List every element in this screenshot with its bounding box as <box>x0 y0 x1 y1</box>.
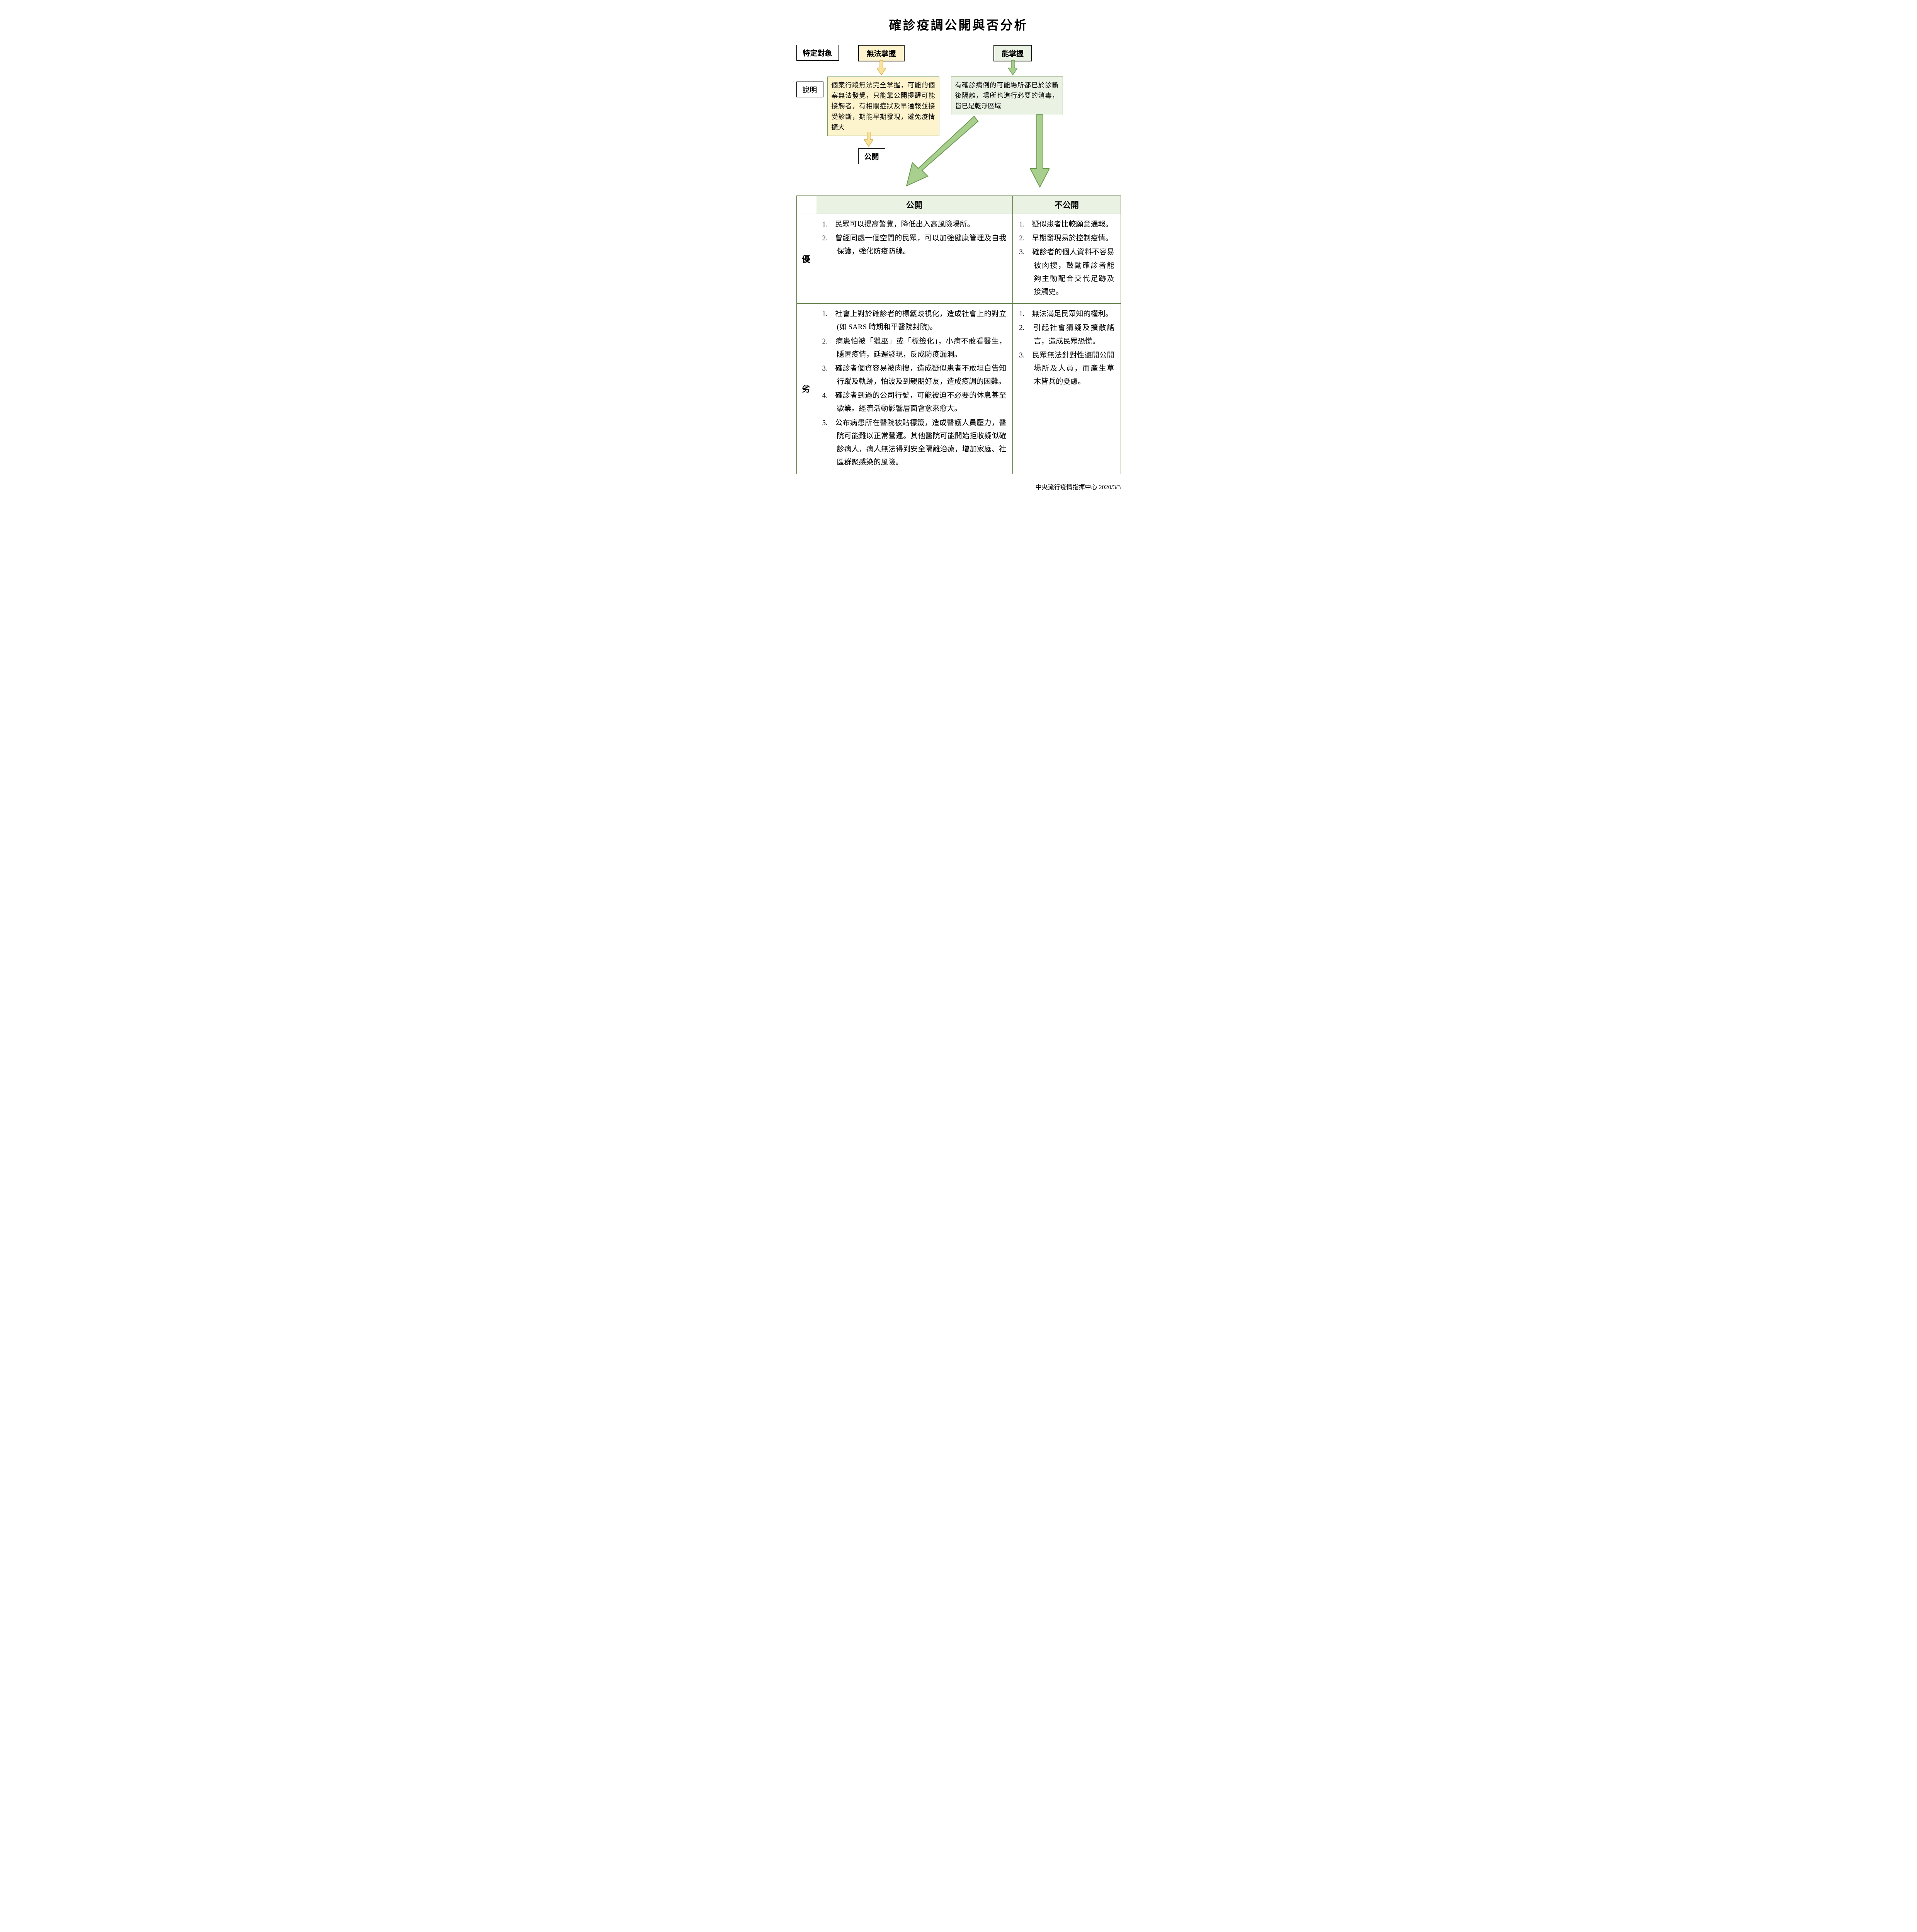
table-corner <box>796 196 816 214</box>
dis-public-cell: 社會上對於確診者的標籤歧視化，造成社會上的對立(如 SARS 時期和平醫院封院)… <box>816 304 1013 474</box>
list-item: 引起社會猜疑及擴散謠言，造成民眾恐慌。 <box>1019 321 1114 348</box>
header-nonpublic: 不公開 <box>1013 196 1121 214</box>
specific-target-box: 特定對象 <box>796 45 839 61</box>
down-big-arrow-icon <box>1030 114 1050 188</box>
adv-public-cell: 民眾可以提高警覺，降低出入高風險場所。曾經同處一個空間的民眾，可以加強健康管理及… <box>816 214 1013 304</box>
list-item: 早期發現易於控制疫情。 <box>1019 232 1114 245</box>
public-label-box: 公開 <box>858 148 885 164</box>
table-row: 優 民眾可以提高警覺，降低出入高風險場所。曾經同處一個空間的民眾，可以加強健康管… <box>796 214 1121 304</box>
list-item: 確診者個資容易被肉搜，造成疑似患者不敢坦白告知行蹤及軌跡，怕波及到親朋好友，造成… <box>822 362 1007 388</box>
row-dis-header: 劣 <box>796 304 816 474</box>
explain-label-box: 說明 <box>796 82 823 97</box>
down-arrow-icon <box>1008 60 1017 76</box>
down-arrow-icon <box>864 132 873 147</box>
list-item: 曾經同處一個空間的民眾，可以加強健康管理及自我保護，強化防疫防線。 <box>822 232 1007 258</box>
list-item: 確診者的個人資料不容易被肉搜，鼓勵確診者能夠主動配合交代足跡及接觸史。 <box>1019 246 1114 299</box>
list-item: 確診者到過的公司行號，可能被迫不必要的休息甚至歇業。經濟活動影響層面會愈來愈大。 <box>822 389 1007 415</box>
list-item: 病患怕被「獵巫」或「標籤化」，小病不敢看醫生，隱匿疫情，延遲發現，反成防疫漏洞。 <box>822 335 1007 361</box>
can-explain-box: 有確診病例的可能場所都已於診斷後隔離，場所也進行必要的消毒，皆已是乾淨區域 <box>951 77 1063 115</box>
analysis-table: 公開 不公開 優 民眾可以提高警覺，降低出入高風險場所。曾經同處一個空間的民眾，… <box>796 196 1121 474</box>
header-public: 公開 <box>816 196 1013 214</box>
list-item: 公布病患所在醫院被貼標籤，造成醫護人員壓力，醫院可能難以正常營運。其他醫院可能開… <box>822 417 1007 469</box>
list-item: 民眾無法針對性避開公開場所及人員，而產生草木皆兵的憂慮。 <box>1019 349 1114 389</box>
cannot-control-box: 無法掌握 <box>858 45 905 61</box>
adv-nonpublic-cell: 疑似患者比較願意通報。早期發現易於控制疫情。確診者的個人資料不容易被肉搜，鼓勵確… <box>1013 214 1121 304</box>
list-item: 社會上對於確診者的標籤歧視化，造成社會上的對立(如 SARS 時期和平醫院封院)… <box>822 308 1007 334</box>
table-row: 劣 社會上對於確診者的標籤歧視化，造成社會上的對立(如 SARS 時期和平醫院封… <box>796 304 1121 474</box>
list-item: 無法滿足民眾知的權利。 <box>1019 308 1114 321</box>
row-adv-header: 優 <box>796 214 816 304</box>
flowchart-area: 特定對象 無法掌握 能掌握 說明 個案行蹤無法完全掌握，可能的個案無法發覺，只能… <box>796 45 1121 192</box>
can-control-box: 能掌握 <box>993 45 1032 61</box>
down-arrow-icon <box>877 60 886 76</box>
footer-text: 中央流行疫情指揮中心 2020/3/3 <box>796 482 1121 491</box>
page-title: 確診疫調公開與否分析 <box>796 15 1121 33</box>
list-item: 民眾可以提高警覺，降低出入高風險場所。 <box>822 218 1007 231</box>
dis-nonpublic-cell: 無法滿足民眾知的權利。引起社會猜疑及擴散謠言，造成民眾恐慌。民眾無法針對性避開公… <box>1013 304 1121 474</box>
list-item: 疑似患者比較願意通報。 <box>1019 218 1114 231</box>
diagonal-arrow-icon <box>905 114 982 188</box>
